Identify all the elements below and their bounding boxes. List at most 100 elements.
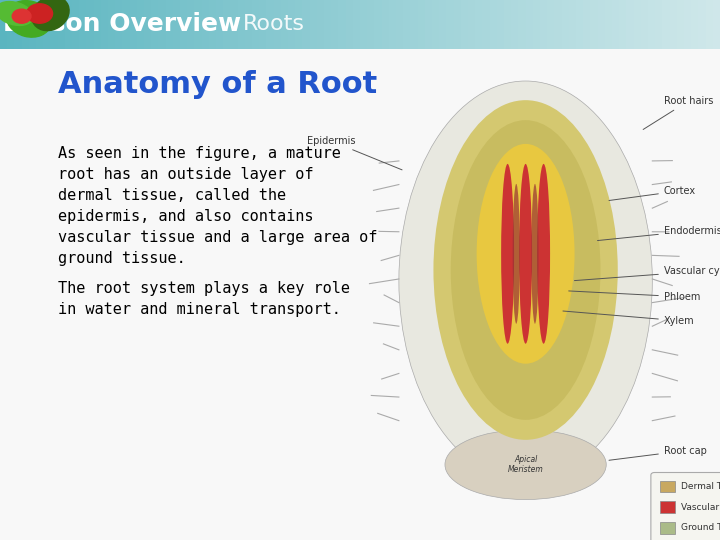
- Bar: [619, 0, 626, 49]
- Bar: [281, 0, 288, 49]
- Ellipse shape: [451, 120, 600, 420]
- Bar: [43, 0, 50, 49]
- Ellipse shape: [32, 0, 69, 31]
- Text: Lesson Overview: Lesson Overview: [4, 12, 241, 36]
- Ellipse shape: [501, 164, 514, 344]
- Bar: [641, 0, 648, 49]
- Bar: [14, 0, 22, 49]
- Bar: [461, 0, 468, 49]
- Bar: [660, 481, 675, 492]
- Text: Root hairs: Root hairs: [643, 96, 714, 130]
- Bar: [295, 0, 302, 49]
- Bar: [439, 0, 446, 49]
- Ellipse shape: [477, 144, 575, 364]
- Bar: [324, 0, 331, 49]
- Bar: [151, 0, 158, 49]
- Bar: [94, 0, 101, 49]
- Bar: [360, 0, 367, 49]
- Bar: [468, 0, 475, 49]
- Bar: [50, 0, 58, 49]
- Bar: [389, 0, 396, 49]
- Bar: [194, 0, 202, 49]
- FancyBboxPatch shape: [651, 472, 720, 540]
- Bar: [252, 0, 259, 49]
- Bar: [202, 0, 209, 49]
- Ellipse shape: [445, 430, 606, 500]
- Bar: [36, 0, 43, 49]
- Bar: [605, 0, 612, 49]
- Bar: [0, 0, 7, 49]
- Bar: [706, 0, 713, 49]
- Text: Vascular Tissue: Vascular Tissue: [681, 503, 720, 511]
- Text: Ground Tissue: Ground Tissue: [681, 523, 720, 532]
- Bar: [108, 0, 115, 49]
- Bar: [158, 0, 166, 49]
- Bar: [403, 0, 410, 49]
- Bar: [475, 0, 482, 49]
- Bar: [655, 0, 662, 49]
- Circle shape: [12, 9, 31, 23]
- Bar: [216, 0, 223, 49]
- Text: Dermal Tissue: Dermal Tissue: [681, 482, 720, 491]
- Bar: [660, 522, 675, 534]
- Bar: [547, 0, 554, 49]
- Ellipse shape: [519, 164, 532, 344]
- Bar: [209, 0, 216, 49]
- Text: Cortex: Cortex: [609, 186, 696, 200]
- Bar: [115, 0, 122, 49]
- Ellipse shape: [433, 100, 618, 440]
- Circle shape: [27, 4, 53, 23]
- Bar: [598, 0, 605, 49]
- Bar: [338, 0, 346, 49]
- Bar: [302, 0, 310, 49]
- Bar: [374, 0, 382, 49]
- Bar: [660, 501, 675, 513]
- Ellipse shape: [6, 1, 51, 37]
- Text: Xylem: Xylem: [563, 311, 695, 326]
- Bar: [583, 0, 590, 49]
- Bar: [454, 0, 461, 49]
- Bar: [418, 0, 425, 49]
- Bar: [562, 0, 569, 49]
- Bar: [58, 0, 65, 49]
- Bar: [180, 0, 187, 49]
- Bar: [576, 0, 583, 49]
- Bar: [259, 0, 266, 49]
- Text: Roots: Roots: [243, 14, 305, 35]
- Bar: [238, 0, 245, 49]
- Bar: [569, 0, 576, 49]
- Bar: [274, 0, 281, 49]
- Bar: [446, 0, 454, 49]
- Bar: [310, 0, 317, 49]
- Bar: [504, 0, 511, 49]
- Bar: [122, 0, 130, 49]
- Bar: [187, 0, 194, 49]
- Bar: [266, 0, 274, 49]
- Bar: [353, 0, 360, 49]
- Bar: [86, 0, 94, 49]
- Ellipse shape: [537, 164, 550, 344]
- Bar: [101, 0, 108, 49]
- Bar: [144, 0, 151, 49]
- Bar: [230, 0, 238, 49]
- Bar: [317, 0, 324, 49]
- Bar: [346, 0, 353, 49]
- Text: Epidermis: Epidermis: [307, 136, 402, 170]
- Bar: [662, 0, 670, 49]
- Bar: [396, 0, 403, 49]
- Bar: [382, 0, 389, 49]
- Bar: [540, 0, 547, 49]
- Ellipse shape: [0, 2, 33, 25]
- Ellipse shape: [513, 184, 520, 324]
- Bar: [648, 0, 655, 49]
- Text: Endodermis: Endodermis: [598, 226, 720, 240]
- Bar: [166, 0, 173, 49]
- Bar: [410, 0, 418, 49]
- Bar: [626, 0, 634, 49]
- Bar: [65, 0, 72, 49]
- Text: As seen in the figure, a mature
root has an outside layer of
dermal tissue, call: As seen in the figure, a mature root has…: [58, 146, 377, 266]
- Bar: [634, 0, 641, 49]
- Ellipse shape: [531, 184, 539, 324]
- Bar: [590, 0, 598, 49]
- Bar: [367, 0, 374, 49]
